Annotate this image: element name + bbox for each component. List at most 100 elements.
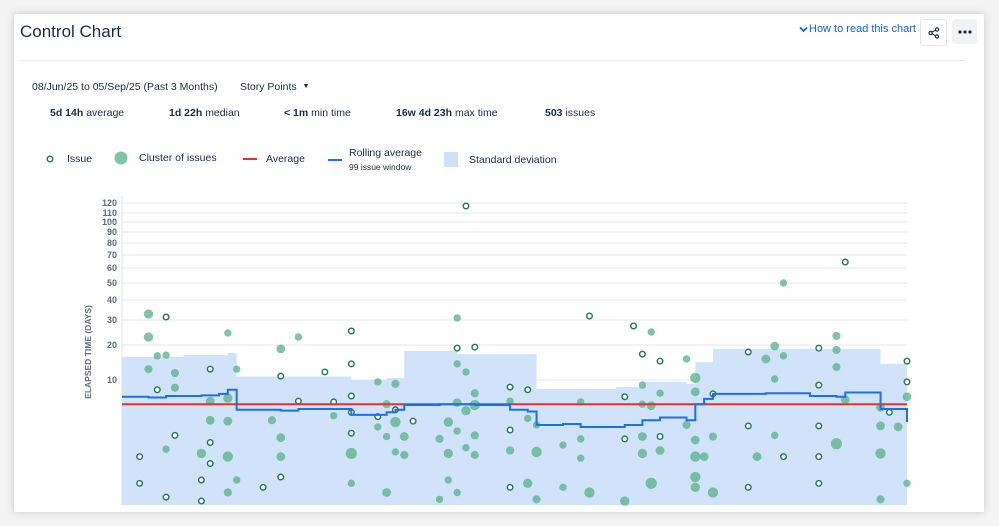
cluster-point [276, 433, 286, 443]
cluster-point [779, 279, 788, 287]
issue-point [277, 372, 285, 380]
stat-value: 5d 14h [50, 107, 84, 119]
cluster-point [162, 445, 170, 453]
cluster-point [224, 329, 232, 337]
issue-marker-icon [46, 155, 54, 163]
cluster-point [453, 427, 461, 435]
issue-point [162, 313, 170, 321]
cluster-point [707, 487, 719, 498]
stat-label: issues [565, 107, 596, 119]
cluster-point [682, 420, 691, 430]
cluster-point [832, 331, 841, 341]
cluster-point [524, 414, 532, 423]
cluster-point [690, 387, 700, 397]
cluster-point [276, 344, 286, 354]
issue-point [153, 386, 161, 394]
stat-value: < 1m [284, 107, 309, 119]
y-tick-label: 120 [102, 198, 117, 208]
issue-point [259, 483, 267, 491]
cluster-point [223, 416, 233, 426]
y-tick-label: 60 [107, 263, 117, 273]
issue-point [630, 322, 638, 330]
legend-rolling-average[interactable]: Rolling average 99 issue window [328, 147, 422, 172]
y-tick-label: 90 [107, 227, 117, 237]
cluster-point [770, 341, 780, 351]
issue-point [409, 417, 417, 425]
estimation-dropdown[interactable]: Story Points ▼ [240, 81, 309, 93]
legend-label: Issue [67, 153, 93, 165]
cluster-point [708, 432, 718, 441]
y-tick-label: 30 [107, 315, 117, 325]
y-tick-label: 80 [107, 238, 117, 248]
cluster-point [144, 365, 153, 374]
issue-point [294, 397, 302, 405]
issue-point [885, 408, 893, 416]
cluster-point [690, 482, 700, 493]
cluster-point [443, 448, 454, 459]
cluster-point [506, 446, 515, 455]
cluster-point [637, 432, 647, 441]
stat-average: 5d 14h average [50, 107, 124, 119]
cluster-point [830, 438, 843, 450]
cluster-point [902, 392, 912, 402]
issue-point [347, 360, 355, 368]
stat-min-time: < 1m min time [284, 107, 351, 119]
y-tick-label: 20 [107, 340, 117, 350]
y-tick-label: 40 [107, 295, 117, 305]
cluster-point [903, 479, 911, 488]
cluster-point [655, 446, 665, 455]
cluster-point [532, 495, 541, 504]
legend-cluster[interactable]: Cluster of issues [114, 151, 217, 165]
legend-average[interactable]: Average [243, 153, 305, 165]
issue-point [347, 429, 355, 437]
issue-point [462, 202, 470, 210]
cluster-point [620, 496, 630, 506]
stat-issues: 503 issues [545, 107, 595, 119]
cluster-point [391, 379, 400, 388]
cluster-point [576, 435, 585, 443]
cluster-point [559, 441, 567, 449]
more-actions-button[interactable] [952, 19, 977, 44]
legend-issue[interactable]: Issue [46, 153, 92, 165]
rolling-average-line [122, 388, 908, 428]
issue-point [206, 460, 214, 468]
issue-point [903, 378, 911, 386]
stat-median: 1d 22h median [169, 107, 240, 119]
legend-std-dev[interactable]: Standard deviation [444, 152, 557, 167]
cluster-point [690, 372, 701, 384]
cluster-point [506, 397, 514, 405]
issue-point [197, 497, 205, 505]
issue-point [638, 350, 646, 358]
legend-label: Rolling average 99 issue window [349, 147, 422, 172]
cluster-point [452, 398, 462, 408]
cluster-point [470, 389, 479, 398]
control-chart-panel: Control Chart How to read this chart 08/… [14, 14, 984, 512]
issue-point [136, 453, 144, 461]
issue-point [506, 483, 514, 491]
cluster-point [893, 422, 903, 432]
cluster-point [523, 478, 533, 489]
cluster-point [638, 381, 647, 389]
issue-point [815, 344, 823, 352]
y-axis-label: ELAPSED TIME (DAYS) [83, 305, 93, 399]
cluster-point [876, 421, 885, 431]
how-to-read-link[interactable]: How to read this chart [799, 23, 916, 35]
cluster-point [153, 352, 161, 360]
cluster-point [232, 365, 241, 373]
cluster-point [682, 355, 691, 363]
cluster-point [761, 354, 771, 364]
rolling-line-icon [328, 158, 342, 161]
issue-point [621, 435, 629, 443]
cluster-point [382, 432, 391, 441]
legend-label: Standard deviation [469, 153, 557, 166]
issue-point [197, 476, 205, 484]
cluster-point [462, 368, 470, 376]
legend-label: Average [266, 153, 305, 165]
issue-point [277, 473, 285, 481]
issue-point [841, 258, 849, 266]
stat-label: median [205, 107, 240, 119]
share-button[interactable] [920, 19, 947, 46]
cluster-point [770, 375, 779, 383]
issue-point [656, 433, 664, 441]
